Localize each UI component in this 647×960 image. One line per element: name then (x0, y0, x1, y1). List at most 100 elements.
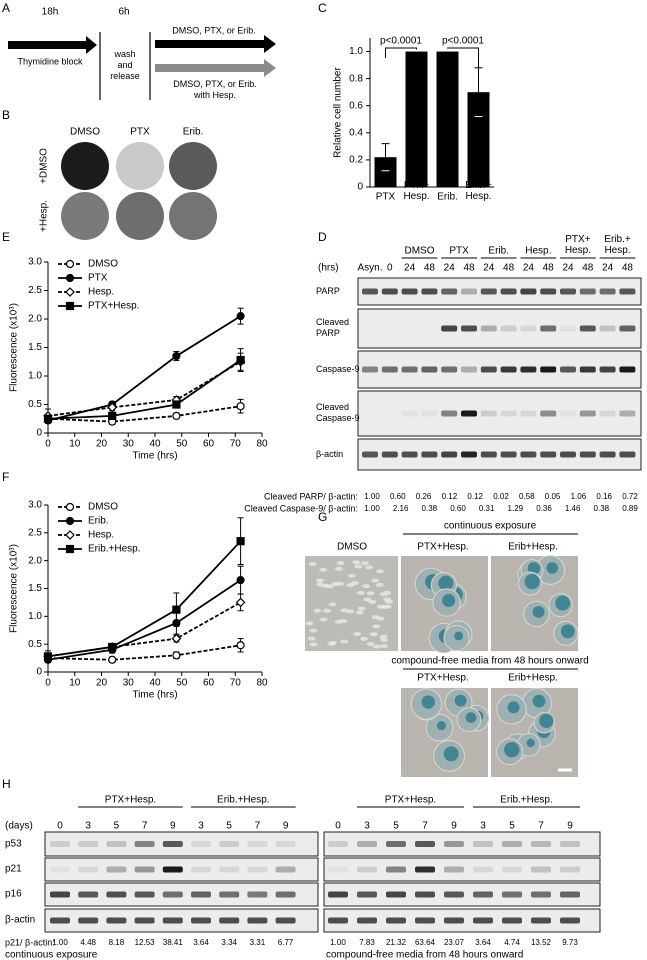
series-line (47, 579, 242, 661)
cell (319, 567, 328, 572)
stain (546, 562, 559, 574)
cell (313, 608, 322, 613)
band (619, 366, 636, 373)
cell (380, 644, 389, 649)
cell (363, 597, 372, 602)
cell (381, 604, 390, 609)
column-label: Erib. (183, 127, 204, 138)
panel-label: A (2, 1, 10, 15)
band (162, 917, 183, 924)
marker (235, 597, 246, 608)
quant-value: 9.73 (562, 938, 578, 947)
x-tick-label: 20 (96, 678, 108, 689)
band (50, 841, 70, 847)
quant-value: 0.60 (450, 504, 466, 513)
panel-label: B (2, 108, 10, 122)
y-tick-label: 0.5 (28, 639, 42, 650)
x-axis-label: Time (hrs) (132, 690, 177, 701)
panel-label: C (318, 1, 327, 15)
cell (335, 566, 344, 571)
blot-label: Caspase-9 (316, 364, 360, 374)
band (461, 451, 477, 458)
quant-value: 3.64 (193, 938, 209, 947)
series-line (47, 315, 242, 422)
marker (43, 414, 53, 423)
band (540, 288, 557, 295)
y-axis-label: Fluorescence (x10³) (9, 303, 20, 392)
band (444, 866, 464, 873)
band (328, 891, 348, 898)
band (560, 366, 576, 373)
band (421, 410, 438, 417)
series-line (47, 360, 242, 417)
band (275, 866, 296, 873)
lane-label: 3 (85, 821, 91, 832)
band (328, 866, 348, 873)
x-tick-label: 50 (176, 678, 188, 689)
marker (65, 544, 75, 554)
quant-value: 23.07 (444, 938, 465, 947)
y-tick-label: 0 (357, 182, 363, 193)
lane-label: 5 (509, 821, 515, 832)
lane-label: 48 (622, 263, 634, 274)
legend-label: PTX+Hesp. (88, 301, 139, 312)
marker (65, 530, 75, 540)
quant-label: p21/ β-actin: (5, 937, 55, 947)
caption: compound-free media from 48 hours onward (326, 950, 523, 960)
x-tick-label: 30 (123, 439, 135, 450)
band (599, 288, 616, 295)
marker (108, 411, 117, 420)
y-tick-label: 3.0 (28, 257, 42, 268)
stain (438, 575, 454, 591)
band (441, 288, 458, 295)
quant-value: 2.16 (393, 504, 409, 513)
quant-value: 0.38 (594, 504, 610, 513)
band (275, 841, 296, 847)
band (531, 841, 551, 847)
cell (366, 641, 375, 646)
cell (366, 591, 375, 596)
band (619, 288, 636, 295)
lane-label: 24 (404, 263, 416, 274)
y-axis-label: Relative cell number (333, 67, 344, 158)
caption: continuous exposure (5, 950, 98, 960)
series-line (47, 644, 241, 661)
bar (405, 51, 428, 187)
quant-value: 38.41 (163, 938, 184, 947)
band (520, 366, 537, 373)
cell (308, 562, 317, 567)
y-tick-label: 2.5 (28, 527, 42, 538)
panel-label: F (2, 470, 9, 484)
lane-label: 9 (283, 821, 289, 832)
band (502, 917, 522, 924)
x-tick-label: 40 (149, 678, 161, 689)
band (328, 841, 348, 847)
band (461, 410, 477, 417)
blot-label: β-actin (316, 449, 343, 459)
band (540, 451, 557, 458)
band (502, 841, 522, 847)
band (473, 917, 493, 924)
image-label: PTX+Hesp. (417, 673, 468, 684)
cell (346, 583, 355, 588)
lane-label: 24 (483, 263, 495, 274)
band (191, 866, 211, 873)
band (500, 288, 517, 295)
legend-label: DMSO (88, 259, 118, 270)
cell (346, 609, 355, 614)
blot-label: Cleaved PARP (316, 317, 350, 339)
blot (357, 277, 642, 306)
band (415, 917, 435, 924)
blot-label: Cleaved Caspase-9 (316, 402, 360, 424)
cell (380, 637, 389, 642)
bracket (385, 47, 417, 58)
group-label: PTX+Hesp. (105, 795, 156, 806)
band (599, 325, 616, 332)
marker (236, 402, 245, 411)
stain (454, 694, 467, 707)
band (415, 866, 435, 873)
cell (360, 636, 369, 641)
marker (65, 516, 75, 526)
x-tick-label: Erib. (437, 192, 458, 203)
